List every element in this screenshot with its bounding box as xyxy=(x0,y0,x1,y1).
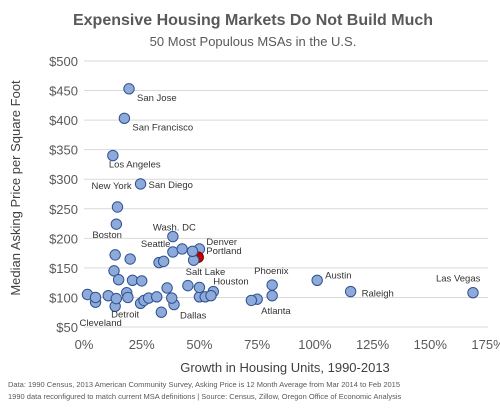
point-label: Los Angeles xyxy=(109,160,161,171)
point-label: Dallas xyxy=(180,311,207,322)
data-point xyxy=(112,274,125,286)
data-point xyxy=(266,289,278,302)
x-axis-title: Growth in Housing Units, 1990-2013 xyxy=(180,360,390,375)
x-axis-ticks: 0% 25% 50% 75% 100% 125% 150% 175% xyxy=(75,337,500,352)
chart-subtitle: 50 Most Populous MSAs in the U.S. xyxy=(150,34,357,49)
data-point xyxy=(136,275,148,287)
y-tick-label: $300 xyxy=(49,172,78,187)
x-tick-label: 0% xyxy=(75,337,94,352)
data-point xyxy=(110,218,123,230)
data-point xyxy=(161,282,173,294)
point-label: New York xyxy=(91,181,131,192)
data-point xyxy=(109,249,121,261)
point-label: Salt Lake xyxy=(186,267,226,278)
footer-line-2: 1990 data reconfigured to match current … xyxy=(8,392,402,401)
y-axis-ticks: $50 $100 $150 $200 $250 $300 $350 $400 $450 $500 xyxy=(49,54,78,335)
footer-line-1: Data: 1990 Census, 2013 American Communi… xyxy=(8,380,400,389)
data-point xyxy=(110,292,123,305)
data-point xyxy=(107,149,119,162)
x-tick-label: 175% xyxy=(471,337,500,352)
data-point xyxy=(155,306,168,318)
y-tick-label: $50 xyxy=(56,320,78,335)
point-label: Las Vegas xyxy=(436,274,481,285)
point-label: Wash. DC xyxy=(153,223,196,234)
y-tick-label: $150 xyxy=(49,261,78,276)
x-tick-label: 150% xyxy=(414,337,448,352)
x-tick-label: 75% xyxy=(244,337,270,352)
point-label: Raleigh xyxy=(362,289,394,300)
y-tick-label: $100 xyxy=(49,290,78,305)
data-point xyxy=(266,279,278,291)
y-tick-label: $450 xyxy=(49,84,78,99)
data-point xyxy=(205,289,217,302)
y-tick-label: $200 xyxy=(49,231,78,246)
point-label: Boston xyxy=(92,230,122,241)
data-point xyxy=(111,201,124,213)
y-tick-label: $400 xyxy=(49,113,78,128)
data-point xyxy=(176,243,188,255)
x-tick-label: 50% xyxy=(186,337,212,352)
x-tick-label: 125% xyxy=(356,337,390,352)
data-point xyxy=(124,253,136,265)
y-tick-label: $350 xyxy=(49,143,78,158)
data-point xyxy=(118,112,131,125)
point-label: Cleveland xyxy=(80,318,122,329)
point-label: Houston xyxy=(213,277,248,288)
data-point xyxy=(89,291,102,304)
data-point xyxy=(166,292,178,304)
point-label: Atlanta xyxy=(261,306,291,317)
data-point xyxy=(108,265,120,277)
data-point xyxy=(167,230,179,243)
data-point xyxy=(311,274,323,287)
y-tick-label: $250 xyxy=(49,202,78,217)
data-point xyxy=(344,285,357,298)
point-label: Seattle xyxy=(141,239,171,250)
data-points xyxy=(81,83,479,318)
chart-title: Expensive Housing Markets Do Not Build M… xyxy=(73,12,433,29)
data-point xyxy=(151,291,163,303)
point-label: Detroit xyxy=(111,309,139,320)
data-point xyxy=(182,279,194,292)
x-tick-label: 25% xyxy=(129,337,155,352)
point-label: Phoenix xyxy=(254,266,289,277)
data-point xyxy=(122,291,134,304)
data-point xyxy=(467,287,479,299)
data-point xyxy=(134,178,147,190)
y-tick-label: $500 xyxy=(49,54,78,69)
data-point xyxy=(245,294,258,307)
point-label: Portland xyxy=(206,246,241,257)
point-label: San Jose xyxy=(137,93,177,104)
data-point xyxy=(157,255,170,268)
point-label: San Francisco xyxy=(132,122,193,133)
x-tick-label: 100% xyxy=(298,337,332,352)
point-labels: San Jose San Francisco Los Angeles San Dieg… xyxy=(80,93,481,329)
y-axis-title: Median Asking Price per Square Foot xyxy=(8,80,23,296)
data-point xyxy=(193,281,206,294)
point-label: Denver xyxy=(206,237,237,248)
point-label: San Diego xyxy=(149,180,193,191)
point-label: Austin xyxy=(325,270,351,281)
data-point xyxy=(123,83,135,95)
data-point xyxy=(186,245,199,258)
